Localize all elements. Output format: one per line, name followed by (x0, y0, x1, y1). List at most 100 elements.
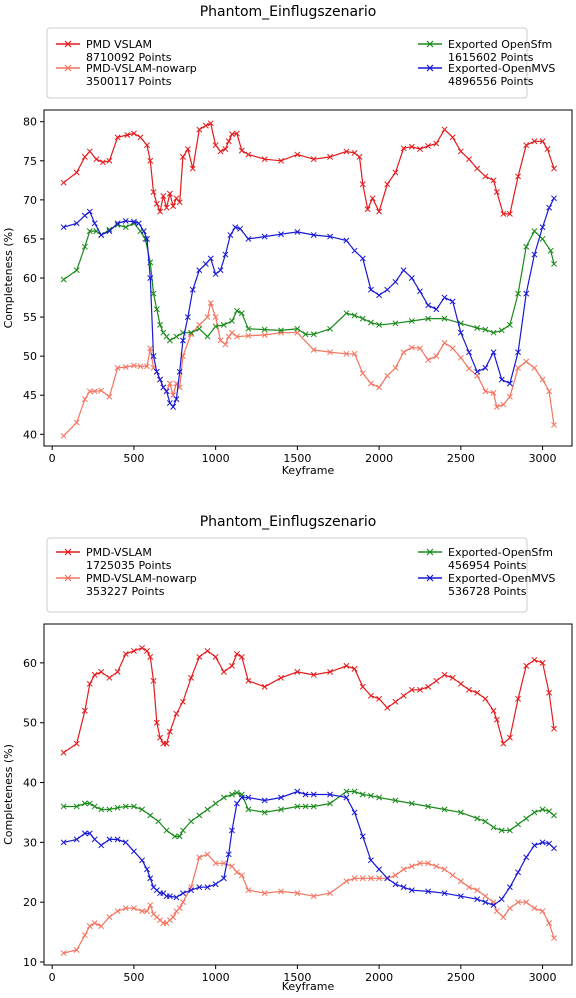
data-point (425, 302, 432, 309)
data-point (351, 312, 358, 319)
data-point (124, 132, 131, 138)
data-point (343, 878, 350, 885)
x-tick-label: 500 (123, 452, 144, 465)
x-tick-label: 1000 (202, 971, 230, 984)
data-point (81, 243, 88, 250)
data-point (425, 142, 432, 149)
data-point (166, 380, 173, 387)
data-point (498, 827, 505, 834)
data-point (310, 232, 317, 238)
data-point (294, 803, 301, 810)
data-point (376, 384, 383, 391)
data-point (327, 791, 334, 798)
data-point (417, 288, 423, 295)
series-line-4 (63, 198, 555, 409)
data-point (163, 388, 170, 395)
data-point (515, 695, 522, 702)
data-point (367, 792, 374, 799)
data-point (147, 345, 154, 352)
data-point (98, 842, 105, 849)
data-point (359, 875, 366, 882)
data-point (515, 899, 522, 906)
data-point (506, 393, 513, 400)
data-point (188, 818, 195, 825)
data-point (302, 331, 309, 338)
data-point (482, 893, 489, 900)
data-point (245, 235, 252, 242)
data-point (73, 220, 80, 227)
data-point (153, 368, 160, 375)
data-point (359, 370, 366, 377)
data-point (204, 333, 211, 340)
data-point (490, 902, 497, 909)
x-tick-label: 2500 (447, 452, 475, 465)
data-point (376, 866, 383, 873)
legend-entry-points: 1725035 Points (86, 559, 172, 572)
data-point (196, 267, 203, 274)
data-point (384, 704, 391, 711)
data-point (506, 905, 513, 912)
data-point (122, 803, 129, 810)
data-point (392, 797, 399, 804)
data-point (157, 321, 164, 328)
x-axis-label: Keyframe (282, 464, 335, 477)
data-point (425, 888, 432, 895)
data-point (91, 388, 98, 395)
y-tick-label: 40 (23, 777, 37, 790)
data-point (425, 860, 432, 867)
data-point (441, 866, 448, 873)
y-tick-label: 50 (23, 717, 37, 730)
data-point (204, 647, 211, 654)
data-point (179, 899, 186, 906)
data-point (137, 363, 144, 370)
data-point (359, 791, 366, 798)
data-point (506, 827, 513, 834)
chart-title: Phantom_Einflugszenario (200, 4, 377, 20)
data-point (212, 881, 219, 888)
data-point (220, 860, 227, 867)
data-point (196, 812, 203, 819)
data-point (204, 806, 211, 813)
data-point (466, 365, 472, 372)
y-tick-label: 45 (23, 389, 37, 402)
data-point (91, 671, 98, 678)
data-point (217, 267, 224, 274)
y-axis-label: Completeness (%) (2, 228, 15, 329)
data-point (490, 329, 497, 336)
data-point (150, 677, 157, 684)
data-point (531, 842, 538, 849)
data-point (220, 321, 227, 328)
data-point (98, 232, 105, 238)
legend-box (46, 537, 528, 613)
data-point (245, 887, 252, 894)
data-point (551, 935, 557, 942)
data-point (490, 707, 497, 714)
data-point (482, 818, 489, 825)
data-point (539, 806, 546, 813)
legend-swatch-marker (426, 64, 434, 72)
data-point (310, 791, 317, 798)
data-point (551, 845, 557, 852)
data-point (515, 290, 522, 297)
data-point (163, 740, 170, 747)
data-point (523, 854, 530, 861)
y-tick-label: 65 (23, 233, 37, 246)
data-point (384, 875, 391, 882)
data-point (86, 228, 93, 235)
data-point (179, 153, 186, 160)
data-point (114, 220, 121, 227)
data-point (457, 878, 464, 885)
data-point (222, 146, 229, 153)
x-tick-label: 2000 (365, 452, 393, 465)
data-point (150, 290, 157, 297)
legend-entry-name: PMD VSLAM (86, 38, 152, 51)
data-point (376, 321, 383, 328)
data-point (425, 315, 432, 322)
y-tick-label: 30 (23, 836, 37, 849)
data-point (457, 354, 464, 361)
legend-entry-name: PMD-VSLAM (86, 546, 152, 559)
data-point (245, 325, 252, 332)
data-point (408, 800, 415, 807)
data-point (433, 677, 440, 684)
data-point (99, 159, 106, 166)
